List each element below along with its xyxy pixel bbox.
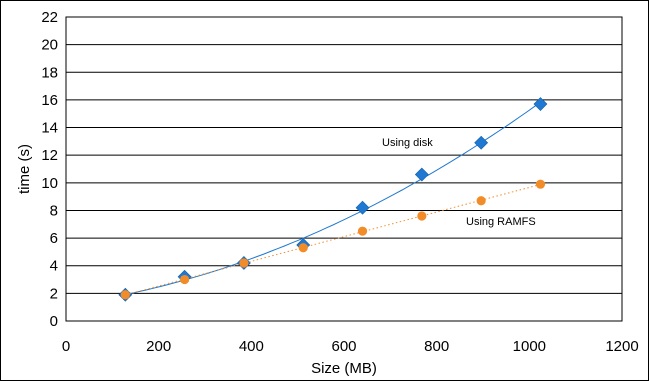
y-tick-label: 10 — [41, 175, 58, 192]
x-tick-label: 400 — [239, 338, 264, 355]
y-tick-label: 12 — [41, 147, 58, 164]
plot-area — [65, 16, 623, 322]
data-point-circle — [535, 179, 546, 189]
data-point-diamond — [414, 167, 429, 182]
data-point-circle — [417, 211, 427, 221]
y-axis-title: time (s) — [16, 144, 33, 194]
x-tick-label: 200 — [146, 338, 171, 355]
y-tick-label: 14 — [41, 120, 58, 137]
x-tick-label: 800 — [424, 338, 449, 355]
trendline-series-0 — [125, 101, 541, 295]
data-point-circle — [357, 226, 368, 236]
y-tick-label: 16 — [41, 92, 58, 109]
annotation-using-disk: Using disk — [382, 137, 433, 149]
data-point-diamond — [355, 200, 370, 215]
y-tick-label: 0 — [50, 313, 58, 330]
data-point-circle — [180, 274, 190, 285]
y-tick-label: 20 — [41, 37, 58, 54]
gridlines — [66, 44, 622, 294]
y-tick-label: 18 — [41, 64, 58, 81]
x-tick-label: 1000 — [513, 338, 546, 355]
data-point-circle — [476, 196, 486, 206]
x-tick-label: 600 — [331, 338, 356, 355]
y-tick-label: 4 — [50, 258, 58, 275]
y-tick-label: 22 — [41, 9, 58, 26]
y-tick-label: 6 — [50, 230, 58, 247]
y-axis-ticks: 0 2 4 6 8 10 12 14 16 18 20 22 — [41, 9, 58, 330]
x-axis-ticks: 0 200 400 600 800 1000 1200 — [62, 338, 639, 355]
y-tick-label: 2 — [50, 285, 58, 302]
x-tick-label: 0 — [62, 338, 70, 355]
data-point-diamond — [474, 135, 489, 150]
y-tick-label: 8 — [50, 202, 58, 219]
data-series — [118, 97, 548, 302]
data-point-diamond — [533, 97, 548, 111]
data-point-circle — [298, 243, 308, 253]
annotation-using-ramfs: Using RAMFS — [466, 216, 536, 228]
x-axis-title: Size (MB) — [311, 360, 377, 377]
data-point-circle — [239, 258, 249, 268]
x-tick-label: 1200 — [605, 338, 638, 355]
data-point-circle — [120, 290, 130, 300]
